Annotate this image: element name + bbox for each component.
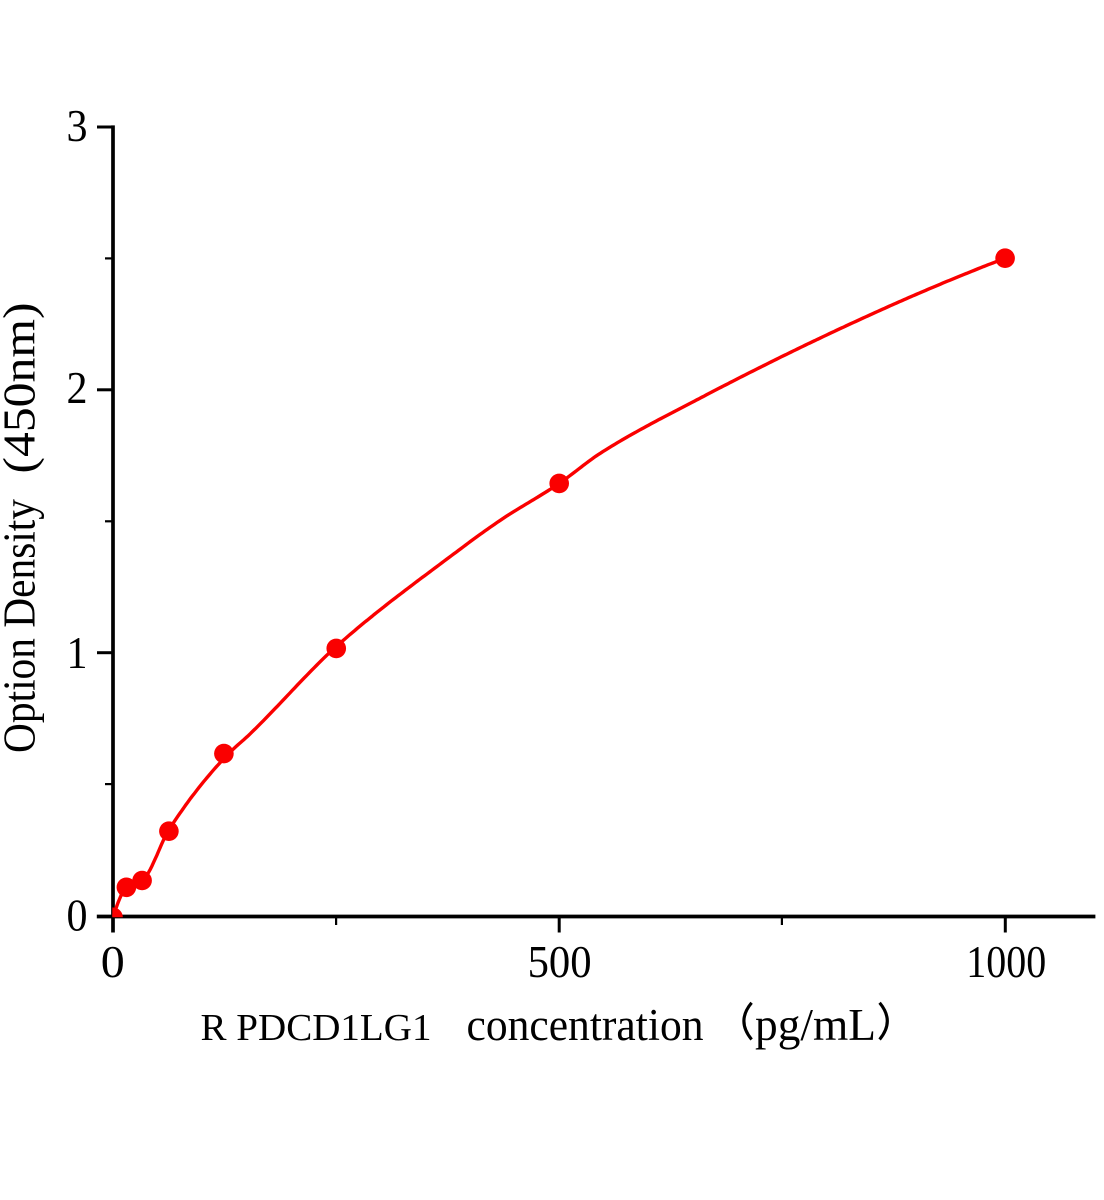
svg-text:Option Density: Option Density [0, 499, 45, 753]
svg-text:0: 0 [101, 936, 125, 987]
svg-text:2: 2 [67, 362, 88, 413]
svg-text:500: 500 [528, 936, 592, 987]
svg-text:1000: 1000 [966, 936, 1046, 987]
svg-text:1: 1 [67, 627, 88, 678]
svg-text:R PDCD1LG1: R PDCD1LG1 [201, 1007, 432, 1049]
svg-text:pg/mL: pg/mL [755, 999, 876, 1050]
svg-text:concentration: concentration [467, 999, 704, 1050]
svg-text:(450nm): (450nm) [0, 303, 45, 474]
svg-text:0: 0 [67, 889, 88, 940]
svg-text:3: 3 [67, 100, 88, 151]
